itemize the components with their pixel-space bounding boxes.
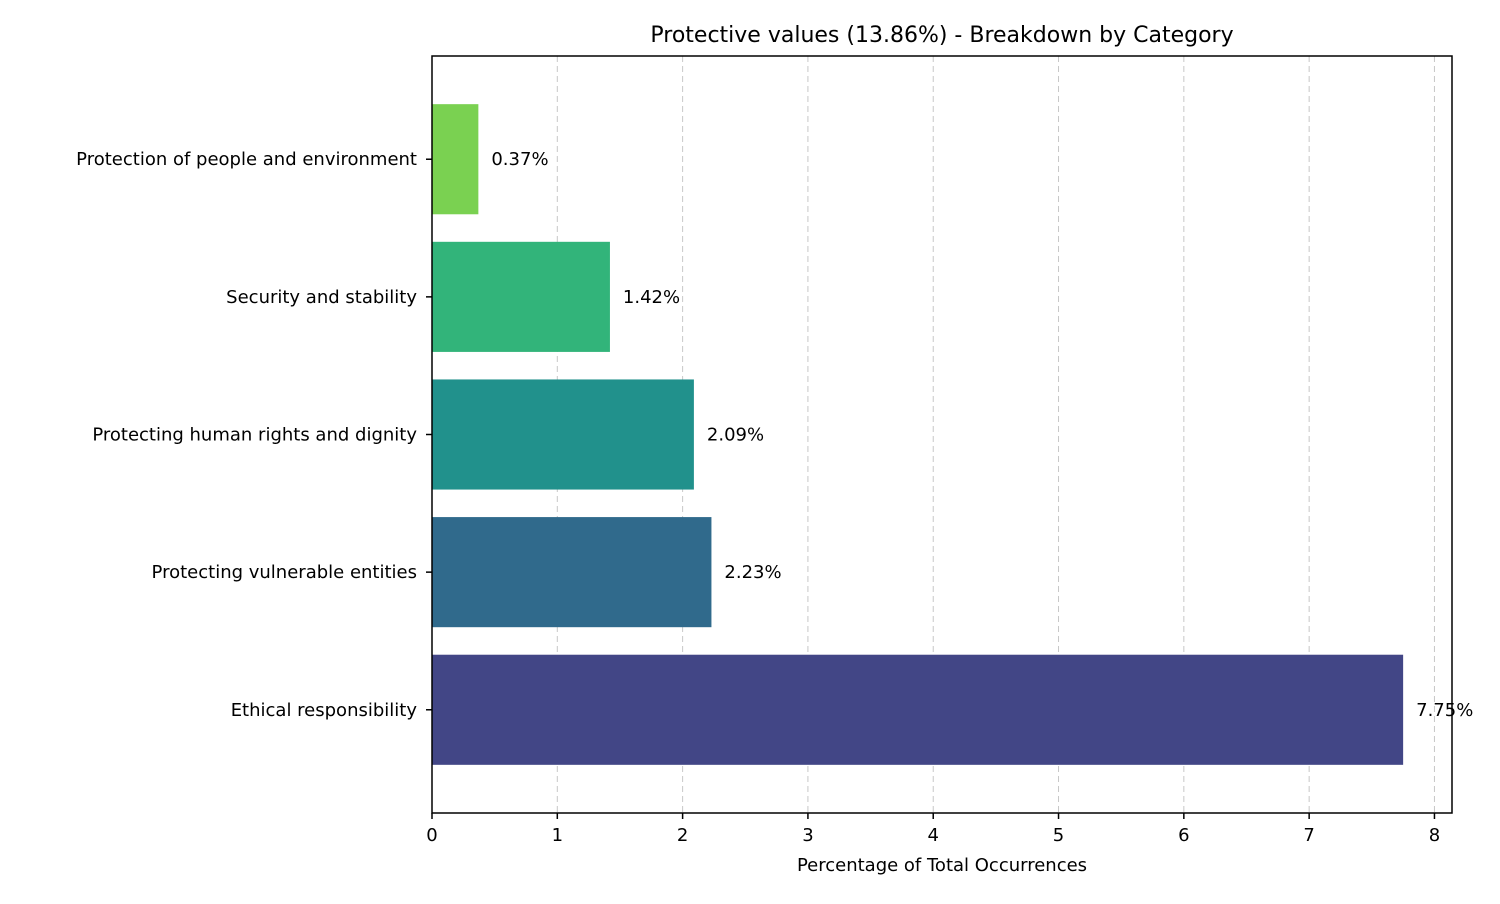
x-tick-label: 3 [802, 825, 813, 846]
y-tick-label: Ethical responsibility [231, 700, 418, 721]
x-tick-label: 5 [1053, 825, 1064, 846]
data-label: 2.09% [707, 425, 764, 446]
y-tick-label: Protection of people and environment [76, 149, 417, 170]
chart-title: Protective values (13.86%) - Breakdown b… [650, 23, 1233, 48]
bar-security-and-stability [432, 241, 610, 352]
bar-protection-of-people-and-environment [432, 104, 479, 215]
bar-protecting-vulnerable-entities [432, 517, 712, 628]
x-tick-label: 0 [426, 825, 437, 846]
x-tick-label: 1 [552, 825, 563, 846]
data-label: 1.42% [623, 287, 680, 308]
x-tick-label: 2 [677, 825, 688, 846]
y-tick-label: Security and stability [226, 287, 417, 308]
x-tick-label: 8 [1429, 825, 1440, 846]
bar-protecting-human-rights-and-dignity [432, 379, 694, 490]
y-tick-label: Protecting vulnerable entities [152, 562, 417, 583]
data-label: 2.23% [724, 562, 781, 583]
bars-layer [432, 104, 1404, 765]
x-tick-label: 6 [1178, 825, 1189, 846]
data-label-layer: 7.75% 2.23% 2.09% 1.42% 0.37% [491, 149, 1473, 721]
data-label: 0.37% [491, 149, 548, 170]
data-label: 7.75% [1416, 700, 1473, 721]
axis-layer: 0 1 2 3 4 5 6 7 8 Ethical responsibility Protectin… [76, 149, 1440, 846]
y-tick-label: Protecting human rights and dignity [92, 425, 417, 446]
bar-ethical-responsibility [432, 654, 1404, 765]
x-tick-label: 7 [1303, 825, 1314, 846]
x-axis-label: Percentage of Total Occurrences [797, 855, 1087, 876]
x-tick-label: 4 [928, 825, 939, 846]
